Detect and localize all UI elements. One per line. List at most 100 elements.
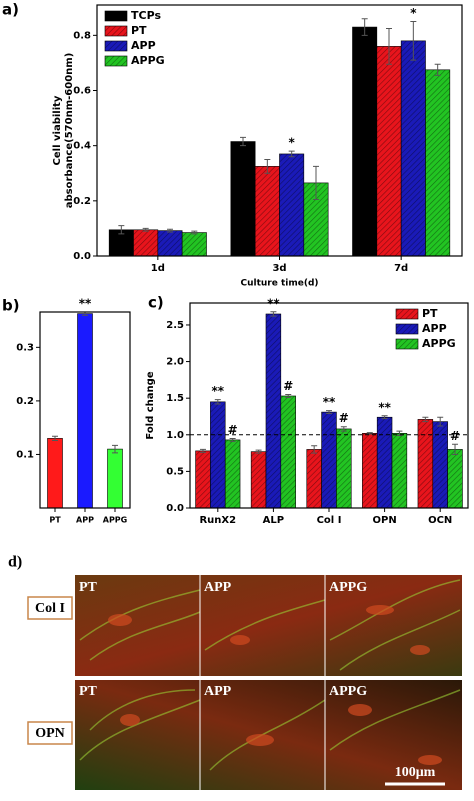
- error-bar: [410, 21, 417, 61]
- bar: [376, 46, 402, 257]
- bar: [157, 230, 183, 257]
- legend-label: APP: [131, 39, 156, 52]
- error-bar: [434, 63, 441, 76]
- bar: [250, 451, 267, 509]
- column-label: PT: [79, 580, 98, 595]
- bar: [279, 153, 305, 257]
- legend-label: APP: [422, 322, 447, 335]
- legend-label: PT: [422, 307, 438, 320]
- panel-label: b): [2, 297, 20, 315]
- bar: [47, 438, 63, 509]
- error-bar: [361, 18, 368, 36]
- y-tick-label: 0.8: [73, 30, 91, 41]
- bar: [224, 439, 241, 509]
- error-bar: [381, 415, 388, 420]
- x-tick-label: 3d: [272, 263, 286, 274]
- error-bar: [142, 227, 149, 232]
- error-bar: [386, 27, 392, 65]
- error-bar: [288, 150, 295, 158]
- row-label-box: [27, 596, 73, 620]
- bar: [417, 419, 434, 509]
- error-bar: [396, 430, 403, 437]
- annotation: #: [450, 429, 460, 443]
- error-bar: [285, 394, 292, 398]
- y-tick-label: 0.0: [166, 503, 184, 514]
- error-bar: [311, 445, 318, 454]
- bar: [336, 428, 352, 509]
- error-bar: [214, 399, 221, 405]
- annotation: **: [79, 297, 92, 311]
- bar: [230, 141, 256, 257]
- x-tick-label: OCN: [428, 515, 452, 526]
- x-tick-label: ALP: [263, 515, 284, 526]
- image-dividers: [75, 575, 462, 790]
- bar: [77, 313, 93, 509]
- column-label: PT: [79, 684, 98, 699]
- x-tick-label: APPG: [103, 516, 127, 525]
- legend-label: APPG: [422, 337, 456, 350]
- y-tick-label: 2.5: [166, 320, 184, 331]
- row-label: Col I: [35, 601, 65, 616]
- bar: [362, 433, 378, 509]
- y-tick-label: 0.4: [73, 141, 91, 152]
- bar: [391, 433, 408, 509]
- column-label: APP: [204, 684, 232, 699]
- panel-label: c): [148, 294, 164, 312]
- error-bar: [340, 426, 347, 432]
- legend-swatch: [104, 10, 128, 22]
- panel-label: a): [2, 1, 19, 19]
- y-tick-label: 0.5: [166, 466, 184, 477]
- bar: [306, 449, 322, 509]
- y-axis-title: Fold change: [145, 371, 156, 439]
- bar: [447, 449, 463, 509]
- legend-label: APPG: [131, 54, 165, 67]
- row-label: OPN: [35, 726, 65, 741]
- bar: [321, 411, 337, 509]
- legend-swatch: [395, 338, 419, 350]
- error-bar: [313, 165, 319, 200]
- x-tick-label: RunX2: [199, 515, 236, 526]
- bar: [254, 166, 280, 257]
- bar: [107, 448, 123, 509]
- error-bar: [255, 449, 262, 454]
- annotation: **: [323, 395, 336, 409]
- plot-frame: [189, 302, 469, 509]
- x-tick-label: APP: [76, 516, 94, 525]
- error-bar: [240, 136, 246, 147]
- x-tick-label: OPN: [372, 515, 396, 526]
- micrograph: [75, 575, 462, 676]
- y-tick-label: 0.2: [16, 396, 34, 407]
- bar: [195, 450, 211, 509]
- column-label: APP: [204, 580, 232, 595]
- annotation: #: [283, 379, 293, 393]
- legend-swatch: [104, 55, 128, 67]
- legend-label: TCPs: [131, 9, 161, 22]
- x-axis-title: Culture time(d): [240, 279, 318, 289]
- nuclei: [108, 605, 442, 765]
- plot-frame: [39, 311, 131, 509]
- y-axis-title: absorbance(570nm-600nm): [64, 53, 75, 209]
- y-tick-label: 1.5: [166, 393, 184, 404]
- error-bar: [326, 410, 332, 415]
- annotation: **: [212, 384, 225, 398]
- panel-label: d): [8, 554, 22, 571]
- annotation: **: [378, 400, 391, 414]
- legend-swatch: [104, 40, 128, 52]
- error-bar: [270, 311, 277, 317]
- error-bar: [112, 444, 118, 454]
- x-tick-label: 7d: [394, 263, 408, 274]
- error-bar: [366, 432, 373, 435]
- scale-bar-label: 100μm: [395, 765, 436, 780]
- y-tick-label: 0.0: [73, 251, 91, 262]
- column-label: APPG: [329, 580, 367, 595]
- error-bar: [437, 416, 444, 427]
- annotation: #: [228, 423, 238, 437]
- y-tick-label: 0.1: [16, 449, 34, 460]
- legend-swatch: [104, 25, 128, 37]
- y-tick-label: 0.2: [73, 196, 91, 207]
- bar: [280, 395, 296, 509]
- x-tick-label: Col I: [317, 515, 342, 526]
- error-bar: [191, 230, 198, 235]
- bar: [210, 401, 226, 509]
